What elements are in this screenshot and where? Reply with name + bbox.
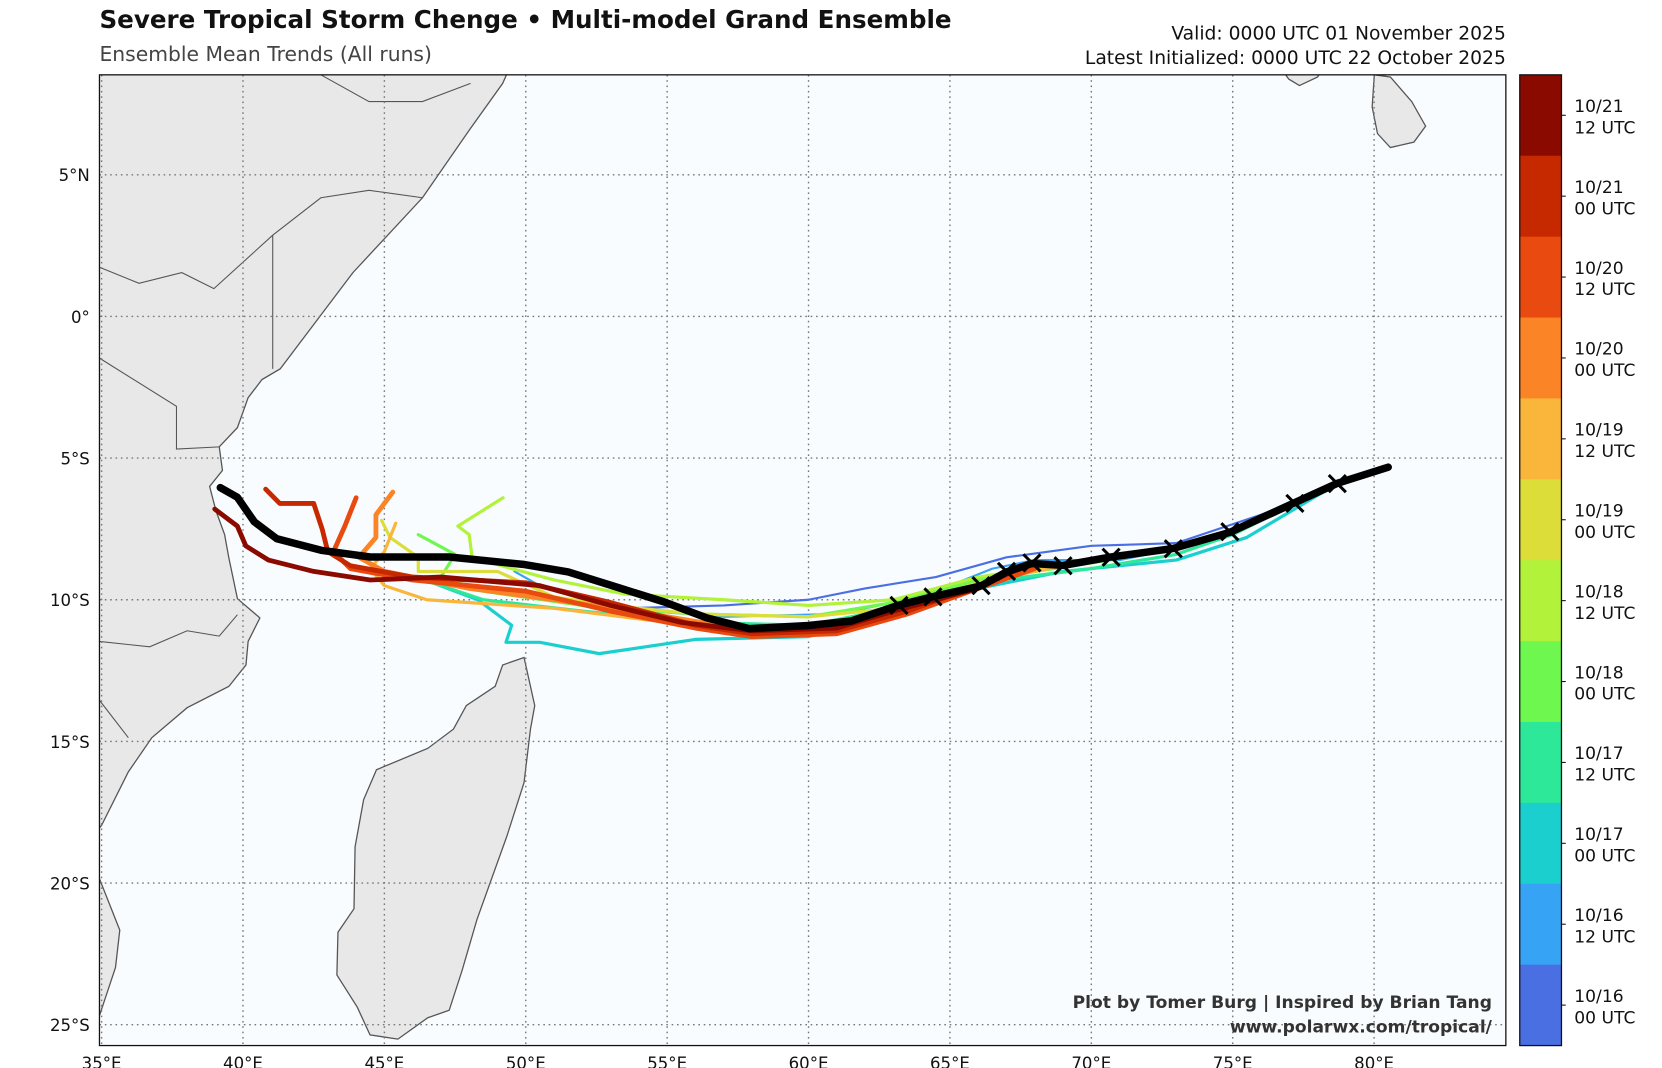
x-marker-icon (1285, 493, 1305, 514)
colorbar-segment (1519, 964, 1562, 1047)
colorbar-segment (1519, 317, 1562, 399)
x-tick-label: 35°E (82, 1054, 122, 1068)
colorbar-segment (1519, 236, 1562, 319)
colorbar-label-time: 00 UTC (1574, 199, 1635, 219)
y-tick-label: 5°S (60, 450, 89, 469)
x-marker-icon (1220, 522, 1240, 542)
x-tick-label: 80°E (1354, 1054, 1394, 1068)
colorbar-label-date: 10/21 (1574, 97, 1623, 117)
mozambique-coast (99, 878, 121, 1017)
chart-title: Severe Tropical Storm Chenge • Multi-mod… (99, 5, 951, 34)
valid-time: Valid: 0000 UTC 01 November 2025 (1171, 24, 1506, 45)
x-tick-label: 40°E (223, 1054, 263, 1068)
map-frame (98, 74, 1507, 1047)
colorbar-label-time: 12 UTC (1574, 280, 1635, 300)
colorbar-segment (1519, 802, 1562, 885)
y-tick-label: 0° (71, 308, 90, 327)
x-marker-icon (1053, 556, 1073, 576)
x-axis-ticks: 35°E 40°E 45°E 50°E 55°E 60°E 65°E 70°E 75°E 80°E (82, 1054, 1394, 1068)
colorbar-label-date: 10/18 (1574, 663, 1623, 683)
chart-subtitle: Ensemble Mean Trends (All runs) (99, 42, 431, 66)
colorbar-label-time: 00 UTC (1574, 685, 1635, 705)
sri-lanka (1371, 74, 1427, 149)
colorbar-label-date: 10/20 (1574, 340, 1623, 360)
colorbar-segment (1519, 398, 1562, 480)
x-tick-label: 65°E (930, 1054, 970, 1068)
y-tick-label: 5°N (59, 166, 90, 185)
y-tick-label: 20°S (50, 874, 90, 893)
colorbar-frame (1519, 74, 1563, 1047)
y-tick-label: 25°S (50, 1016, 90, 1035)
colorbar-label-time: 00 UTC (1574, 1008, 1635, 1028)
colorbar-label-date: 10/17 (1574, 825, 1623, 845)
credit-line-2[interactable]: www.polarwx.com/tropical/ (1230, 1018, 1493, 1038)
y-tick-label: 15°S (50, 733, 90, 752)
colorbar-segment (1519, 883, 1562, 966)
india-tip (1284, 74, 1320, 87)
colorbar-segment (1519, 479, 1562, 561)
credit-line-1: Plot by Tomer Burg | Inspired by Brian T… (1073, 993, 1492, 1013)
x-marker-icon (971, 575, 991, 596)
colorbar-segment (1519, 721, 1562, 804)
colorbar-label-time: 12 UTC (1574, 118, 1635, 138)
x-tick-label: 50°E (506, 1054, 546, 1068)
colorbar-segment (1519, 74, 1562, 157)
x-tick-label: 75°E (1213, 1054, 1253, 1068)
madagascar (336, 656, 536, 1040)
colorbar-segment (1519, 560, 1562, 642)
y-tick-label: 10°S (50, 591, 90, 610)
colorbar-label-time: 00 UTC (1574, 523, 1635, 543)
colorbar-label-date: 10/20 (1574, 259, 1623, 279)
x-tick-label: 70°E (1071, 1054, 1111, 1068)
x-marker-icon (1022, 553, 1042, 573)
colorbar-segment (1519, 641, 1562, 723)
colorbar-label-date: 10/18 (1574, 582, 1623, 602)
map-area: Plot by Tomer Burg | Inspired by Brian T… (99, 74, 1506, 1046)
y-axis-ticks: 5°N 0° 5°S 10°S 15°S 20°S 25°S (50, 166, 90, 1035)
country-borders (99, 74, 471, 738)
colorbar-label-date: 10/17 (1574, 744, 1623, 764)
colorbar-label-time: 12 UTC (1574, 927, 1635, 947)
colorbar-label-date: 10/19 (1574, 502, 1623, 522)
colorbar-segment (1519, 155, 1562, 238)
init-markers (889, 473, 1347, 616)
colorbar-label-date: 10/16 (1574, 987, 1623, 1007)
colorbar-label-time: 00 UTC (1574, 361, 1635, 381)
colorbar-label-date: 10/16 (1574, 906, 1623, 926)
x-marker-icon (923, 587, 943, 607)
x-marker-icon (1163, 539, 1183, 559)
x-tick-label: 45°E (364, 1054, 404, 1068)
x-marker-icon (1327, 473, 1347, 494)
gridlines (99, 74, 1506, 1046)
x-tick-label: 60°E (789, 1054, 829, 1068)
track-lines (212, 463, 1392, 656)
colorbar-label-time: 12 UTC (1574, 604, 1635, 624)
track-10-22-00-utc-latest- (216, 463, 1392, 633)
colorbar-label-time: 12 UTC (1574, 766, 1635, 786)
colorbar-label-date: 10/19 (1574, 421, 1623, 441)
colorbar-label-date: 10/21 (1574, 178, 1623, 198)
colorbar-label-time: 12 UTC (1574, 442, 1635, 462)
x-marker-icon (996, 561, 1017, 582)
init-time: Latest Initialized: 0000 UTC 22 October … (1085, 48, 1506, 69)
colorbar-label-time: 00 UTC (1574, 846, 1635, 866)
x-tick-label: 55°E (647, 1054, 687, 1068)
x-marker-icon (1101, 547, 1121, 567)
x-marker-icon (889, 595, 909, 616)
